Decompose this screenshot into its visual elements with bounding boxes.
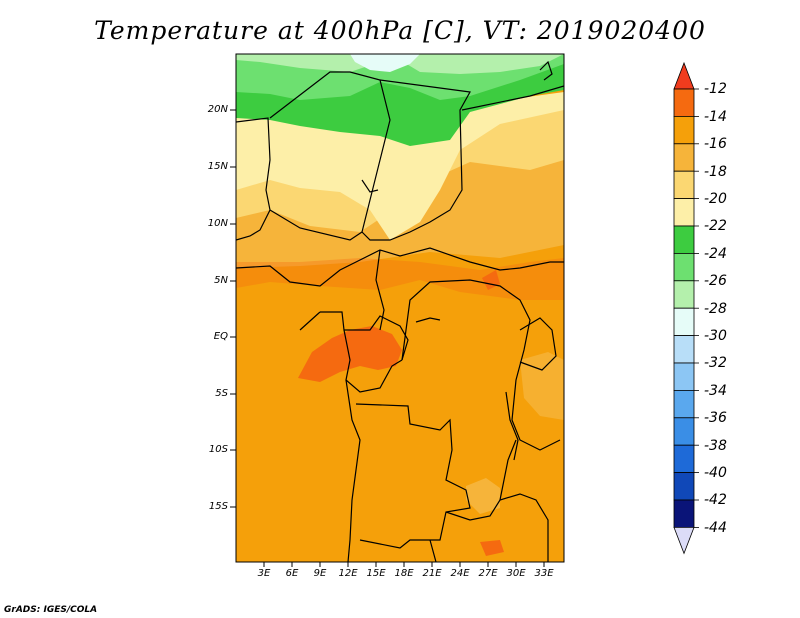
colorbar [673, 61, 699, 555]
colorbar-label: -16 [704, 136, 727, 152]
colorbar-swatch [673, 116, 695, 145]
lon-label-18e: 18E [394, 568, 414, 579]
lon-label-6e: 6E [285, 568, 299, 579]
lat-tick-marks [230, 109, 236, 508]
colorbar-swatch [673, 88, 695, 117]
lon-label-24e: 24E [450, 568, 470, 579]
credit-text: GrADS: IGES/COLA [4, 605, 98, 615]
colorbar-label: -32 [704, 355, 727, 371]
field-band-minus12-center [298, 326, 402, 382]
lon-tick-marks [263, 562, 545, 567]
lon-label-12e: 12E [338, 568, 358, 579]
lat-label-15s: 15S [208, 501, 228, 512]
field-patch-minus16-south [466, 478, 500, 514]
colorbar-label: -12 [704, 81, 727, 97]
colorbar-label: -42 [704, 492, 727, 508]
colorbar-swatch [673, 252, 695, 282]
lat-label-5n: 5N [214, 275, 228, 286]
colorbar-triangle-bottom [673, 527, 695, 555]
lon-label-9e: 9E [313, 568, 327, 579]
colorbar-swatch [673, 307, 695, 337]
colorbar-swatch [673, 198, 695, 227]
colorbar-label: -36 [704, 410, 727, 426]
colorbar-label: -18 [704, 164, 727, 180]
country-borders [236, 60, 564, 562]
colorbar-label: -44 [704, 520, 727, 536]
lon-label-15e: 15E [366, 568, 386, 579]
colorbar-swatch [673, 225, 695, 254]
colorbar-label: -22 [704, 218, 727, 234]
colorbar-label: -24 [704, 246, 727, 262]
lat-label-20n: 20N [207, 104, 228, 115]
lon-label-3e: 3E [257, 568, 271, 579]
lat-label-5s: 5S [215, 388, 228, 399]
colorbar-label: -26 [704, 273, 727, 289]
field-band-minus26 [236, 54, 564, 74]
colorbar-triangle-top [673, 61, 695, 90]
lon-label-21e: 21E [422, 568, 442, 579]
lon-label-27e: 27E [478, 568, 498, 579]
map-frame [235, 53, 565, 563]
colorbar-label: -30 [704, 328, 727, 344]
chart-title: Temperature at 400hPa [C], VT: 201902040… [94, 16, 706, 45]
lon-label-30e: 30E [506, 568, 526, 579]
colorbar-swatch [673, 143, 695, 172]
field-patch-minus16-east [520, 352, 564, 420]
field-band-minus12-north [236, 258, 564, 300]
colorbar-swatch [673, 335, 695, 364]
colorbar-label: -20 [704, 191, 727, 207]
field-band-minus20 [236, 92, 564, 240]
colorbar-label: -28 [704, 301, 727, 317]
lon-label-33e: 33E [534, 568, 554, 579]
colorbar-swatch [673, 417, 695, 446]
colorbar-swatch [673, 472, 695, 501]
lat-label-eq: EQ [213, 331, 228, 342]
colorbar-swatch [673, 170, 695, 199]
colorbar-swatch [673, 444, 695, 474]
colorbar-label: -14 [704, 109, 727, 125]
colorbar-swatch [673, 389, 695, 419]
lat-label-10s: 10S [208, 444, 228, 455]
field-band-minus12-south [480, 540, 504, 556]
colorbar-swatch [673, 499, 695, 528]
colorbar-swatch [673, 280, 695, 309]
lat-label-10n: 10N [207, 218, 228, 229]
field-band-minus28 [350, 54, 420, 72]
colorbar-label: -40 [704, 465, 727, 481]
colorbar-swatch [673, 362, 695, 391]
temperature-field [236, 54, 564, 562]
colorbar-label: -34 [704, 383, 727, 399]
lat-label-15n: 15N [207, 161, 228, 172]
colorbar-label: -38 [704, 438, 727, 454]
